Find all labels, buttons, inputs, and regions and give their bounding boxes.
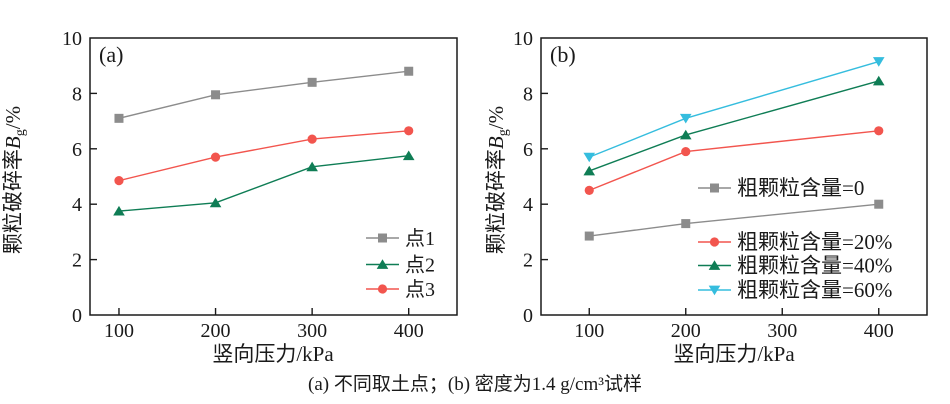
triangle-up-marker [113,205,125,216]
x-axis-label: 竖向压力/kPa [212,342,334,366]
square-marker [378,233,387,243]
y-tick-label: 6 [523,139,533,161]
series-点2 [113,150,415,216]
circle-marker [874,126,884,136]
x-tick-label: 100 [574,320,604,342]
triangle-up-marker [209,197,222,208]
circle-marker [681,146,691,157]
y-axis-label: 颗粒破碎率Bg/% [1,106,28,254]
triangle-down-marker [872,57,885,67]
circle-marker [709,237,720,247]
square-marker [681,219,691,229]
panel-label: (b) [550,42,576,67]
series-line [118,70,409,120]
legend-label: 粗颗粒含量=60% [737,278,892,302]
triangle-up-marker [402,150,415,161]
square-marker [874,199,884,209]
triangle-down-marker [583,152,596,163]
series-点1 [114,66,414,123]
legend-label: 点1 [405,227,435,250]
x-tick-label: 200 [201,320,231,342]
y-tick-label: 0 [72,305,82,327]
triangle-up-marker [872,75,885,86]
series-粗颗粒含量=40% [583,75,885,176]
series-粗颗粒含量=60% [583,57,885,163]
y-tick-label: 2 [523,250,533,272]
plot-frame [89,37,458,316]
legend: 粗颗粒含量=0 粗颗粒含量=20%粗颗粒含量=40%粗颗粒含量=60% [698,176,892,302]
legend-label: 粗颗粒含量=40% [737,254,892,278]
circle-marker [210,152,221,162]
charts-canvas: 100 200 300 4000246810点1点2点3(a)竖向压力/kPa颗粒破碎… [1,28,928,366]
x-tick-label: 200 [671,320,701,342]
legend-entry: 点3 [366,278,435,301]
y-tick-label: 8 [523,83,533,105]
panel-label: (a) [99,42,123,67]
chart-b: 100 200 300 4000246810粗颗粒含量=0粗颗粒含量=20%粗颗粒含量… [484,28,928,366]
legend-entry: 粗颗粒含量=20% [698,230,892,254]
plot-frame [540,37,928,316]
series-line [118,155,409,212]
legend-entry: 点2 [366,254,435,277]
triangle-up-marker [679,129,692,140]
figure-caption: (a) 不同取土点；(b) 密度为1.4 g/cm³试样 [308,374,642,395]
legend-label: 粗颗粒含量=0 [737,176,864,200]
y-tick-label: 10 [62,28,82,50]
circle-marker [114,176,124,186]
y-tick-label: 2 [72,250,82,272]
legend-entry: 粗颗粒含量=60% [698,278,892,302]
triangle-down-marker [679,113,692,124]
circle-marker [404,126,414,136]
triangle-down-marker [708,285,721,296]
triangle-up-marker [708,260,721,270]
square-marker [307,77,317,87]
circle-marker [377,284,388,294]
x-tick-label: 100 [104,320,134,342]
square-marker [710,183,719,193]
circle-marker [307,134,317,144]
x-tick-label: 300 [297,320,327,342]
square-marker [404,66,414,76]
x-tick-label: 300 [767,320,797,342]
y-tick-label: 0 [523,305,533,327]
legend-entry: 点1 [366,227,435,250]
series-line [589,80,879,172]
x-tick-label: 400 [394,320,424,342]
triangle-up-marker [583,165,596,176]
series-line [588,60,879,158]
series-line [118,130,409,182]
legend-entry: 粗颗粒含量=40% [698,254,892,278]
series-粗颗粒含量=20% [584,126,884,195]
circle-marker [584,185,594,195]
x-axis-label: 竖向压力/kPa [673,342,795,366]
legend-entry: 粗颗粒含量=0 [698,176,864,200]
square-marker [114,113,124,123]
series-点3 [114,126,414,186]
y-tick-label: 8 [72,83,82,105]
legend-label: 粗颗粒含量=20% [737,230,892,254]
y-tick-label: 4 [523,194,533,216]
x-tick-label: 400 [864,320,894,342]
y-axis-label: 颗粒破碎率Bg/% [484,106,511,254]
legend-label: 点3 [405,278,435,301]
y-tick-label: 10 [513,28,533,50]
y-tick-label: 6 [72,139,82,161]
series-粗颗粒含量=0 [584,199,884,241]
triangle-up-marker [306,161,318,172]
legend-label: 点2 [405,254,435,277]
square-marker [584,231,594,241]
square-marker [211,90,221,100]
triangle-up-marker [376,259,389,269]
y-tick-label: 4 [72,194,82,216]
